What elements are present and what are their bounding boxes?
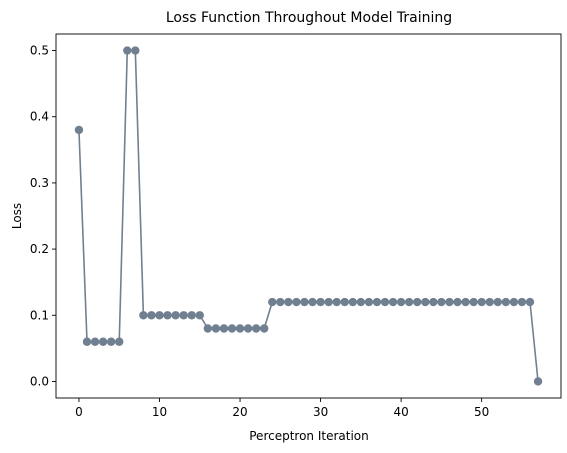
data-point	[518, 298, 526, 306]
data-point	[365, 298, 373, 306]
data-point	[292, 298, 300, 306]
data-point	[163, 311, 171, 319]
data-point	[494, 298, 502, 306]
data-point	[349, 298, 357, 306]
data-point	[75, 126, 83, 134]
x-tick-label: 50	[474, 405, 489, 419]
data-point	[300, 298, 308, 306]
data-point	[83, 338, 91, 346]
data-point	[99, 338, 107, 346]
data-point	[397, 298, 405, 306]
data-point	[332, 298, 340, 306]
y-tick-label: 0.5	[30, 44, 49, 58]
data-point	[316, 298, 324, 306]
y-axis-label: Loss	[10, 203, 24, 229]
data-point	[260, 324, 268, 332]
data-point	[373, 298, 381, 306]
x-axis-label: Perceptron Iteration	[249, 429, 369, 443]
data-point	[228, 324, 236, 332]
data-point	[212, 324, 220, 332]
data-point	[91, 338, 99, 346]
data-point	[341, 298, 349, 306]
x-tick-label: 10	[152, 405, 167, 419]
data-point	[115, 338, 123, 346]
data-point	[534, 377, 542, 385]
data-point	[147, 311, 155, 319]
plot-frame	[56, 34, 561, 398]
y-tick-label: 0.4	[30, 110, 49, 124]
data-point	[155, 311, 163, 319]
data-point	[244, 324, 252, 332]
data-point	[526, 298, 534, 306]
y-tick-label: 0.0	[30, 374, 49, 388]
data-point	[357, 298, 365, 306]
data-point	[276, 298, 284, 306]
data-point	[453, 298, 461, 306]
data-point	[421, 298, 429, 306]
data-point	[236, 324, 244, 332]
data-point	[179, 311, 187, 319]
data-point	[204, 324, 212, 332]
data-point	[308, 298, 316, 306]
data-point	[461, 298, 469, 306]
data-point	[188, 311, 196, 319]
data-point	[107, 338, 115, 346]
y-tick-label: 0.3	[30, 176, 49, 190]
data-point	[284, 298, 292, 306]
y-tick-label: 0.1	[30, 308, 49, 322]
data-point	[389, 298, 397, 306]
data-point	[381, 298, 389, 306]
y-tick-label: 0.2	[30, 242, 49, 256]
data-point	[220, 324, 228, 332]
data-point	[502, 298, 510, 306]
data-point	[445, 298, 453, 306]
data-point	[486, 298, 494, 306]
data-point	[437, 298, 445, 306]
data-point	[123, 46, 131, 54]
x-tick-label: 20	[232, 405, 247, 419]
plot-layer	[75, 46, 543, 385]
data-point	[131, 46, 139, 54]
data-point	[429, 298, 437, 306]
data-point	[477, 298, 485, 306]
data-point	[139, 311, 147, 319]
data-point	[510, 298, 518, 306]
axes-layer: 0 10 20 30 40 50 0.0 0.1 0.2 0.3 0.4 0.5	[30, 34, 561, 419]
chart-title: Loss Function Throughout Model Training	[166, 10, 452, 26]
data-point	[324, 298, 332, 306]
x-tick-label: 0	[75, 405, 83, 419]
data-point	[413, 298, 421, 306]
data-point	[405, 298, 413, 306]
data-point	[171, 311, 179, 319]
data-point	[268, 298, 276, 306]
data-point	[196, 311, 204, 319]
series-line	[79, 51, 538, 382]
x-tick-label: 30	[313, 405, 328, 419]
x-tick-label: 40	[393, 405, 408, 419]
data-point	[252, 324, 260, 332]
data-point	[469, 298, 477, 306]
